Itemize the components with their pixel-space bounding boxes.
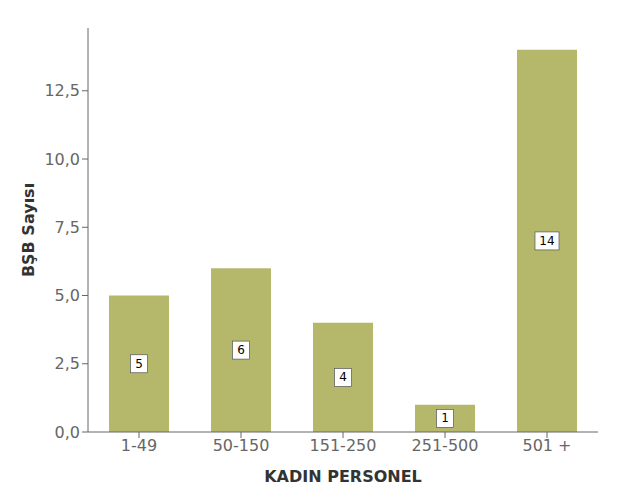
- svg-text:501 +: 501 +: [522, 436, 571, 455]
- svg-text:5: 5: [135, 357, 143, 371]
- svg-text:1-49: 1-49: [121, 436, 157, 455]
- svg-text:12,5: 12,5: [44, 81, 80, 100]
- svg-text:151-250: 151-250: [310, 436, 377, 455]
- svg-text:0,0: 0,0: [55, 423, 80, 442]
- svg-text:7,5: 7,5: [55, 218, 80, 237]
- svg-text:BŞB Sayısı: BŞB Sayısı: [19, 183, 38, 277]
- svg-text:10,0: 10,0: [44, 150, 80, 169]
- svg-text:14: 14: [539, 234, 554, 248]
- svg-text:4: 4: [339, 370, 347, 384]
- svg-text:6: 6: [237, 343, 245, 357]
- svg-text:251-500: 251-500: [412, 436, 479, 455]
- svg-text:KADIN PERSONEL: KADIN PERSONEL: [264, 467, 422, 486]
- svg-text:50-150: 50-150: [213, 436, 270, 455]
- svg-text:2,5: 2,5: [55, 354, 80, 373]
- svg-text:1: 1: [441, 411, 449, 425]
- svg-text:5,0: 5,0: [55, 286, 80, 305]
